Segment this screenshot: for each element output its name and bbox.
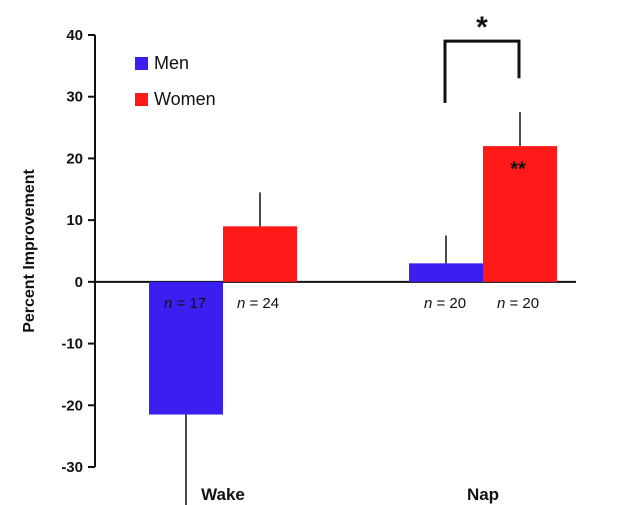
n-label: n = 17 xyxy=(164,295,206,312)
bar-men-wake xyxy=(149,281,223,415)
y-axis-label: Percent Improvement xyxy=(21,169,38,333)
y-tick-label: 20 xyxy=(66,150,83,167)
bar-significance-stars: ** xyxy=(510,159,526,181)
bars-layer: n = 17 n = 20 n = 24 n = 20 Wake Nap xyxy=(149,112,557,505)
legend: Men Women xyxy=(135,53,216,109)
category-label: Wake xyxy=(201,485,245,504)
category-label: Nap xyxy=(467,485,499,504)
annotations-layer: *** xyxy=(443,11,526,181)
legend-label-men: Men xyxy=(154,53,189,73)
n-label: n = 20 xyxy=(497,295,539,312)
y-tick-label: 0 xyxy=(75,274,83,291)
y-tick-label: -30 xyxy=(61,459,83,476)
n-label: n = 20 xyxy=(424,295,466,312)
y-tick-label: 30 xyxy=(66,89,83,106)
y-tick-label: 40 xyxy=(66,27,83,44)
significance-star: * xyxy=(476,11,488,44)
y-tick-label: -20 xyxy=(61,397,83,414)
bar-women-wake xyxy=(223,226,297,282)
n-label: n = 24 xyxy=(237,295,279,312)
bar-women-nap xyxy=(483,146,557,282)
y-tick-label: 10 xyxy=(66,212,83,229)
legend-swatch-women xyxy=(135,93,148,106)
legend-label-women: Women xyxy=(154,89,216,109)
significance-bracket xyxy=(443,39,521,103)
legend-swatch-men xyxy=(135,57,148,70)
bar-men-nap xyxy=(409,263,483,282)
y-tick-label: -10 xyxy=(61,336,83,353)
